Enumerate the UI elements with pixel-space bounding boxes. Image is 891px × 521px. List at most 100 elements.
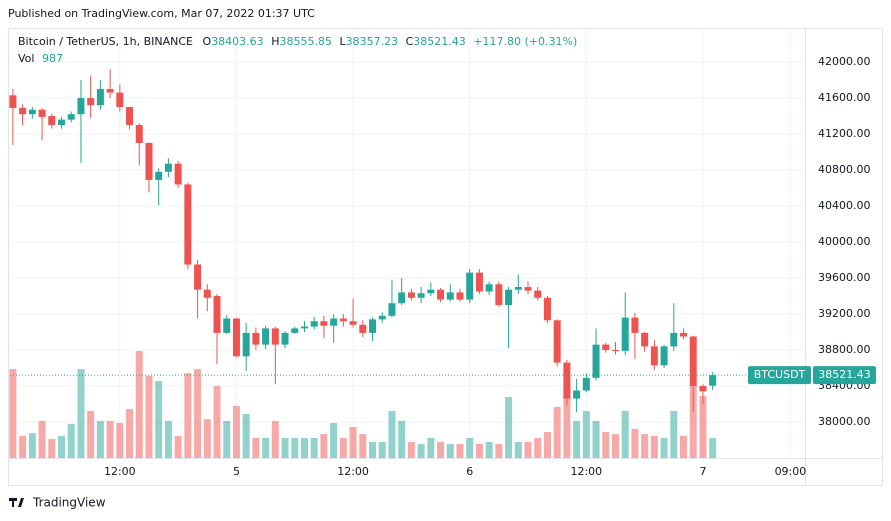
candle-body (437, 289, 445, 300)
volume-bar (388, 410, 396, 458)
volume-bar (184, 373, 192, 458)
volume-bar (417, 444, 425, 458)
volume-bar (407, 441, 415, 458)
y-tick-label: 42000.00 (818, 55, 871, 68)
candle-body (28, 109, 36, 115)
volume-bar (203, 419, 211, 458)
candle-body (106, 89, 114, 93)
candle-body (466, 272, 474, 300)
candle-body (563, 362, 571, 399)
symbol-tag (748, 366, 811, 385)
volume-bar (592, 420, 600, 458)
candle-body (232, 318, 240, 357)
x-tick-label: 12:00 (570, 465, 602, 478)
candle-body (281, 332, 289, 345)
volume-bar (660, 437, 668, 458)
volume-bar (466, 437, 474, 458)
candle-body (621, 317, 629, 351)
volume-bar (398, 420, 406, 458)
y-tick-label: 40800.00 (818, 163, 871, 176)
candle-body (631, 317, 639, 333)
vol-label: Vol (18, 52, 34, 65)
y-tick-label: 38000.00 (818, 415, 871, 428)
candle-body (194, 264, 202, 290)
symbol-tag-text: BTCUSDT (754, 368, 806, 381)
volume-bar (495, 444, 503, 458)
volume-bar (87, 410, 95, 458)
candle-body (203, 289, 211, 298)
candle-body (223, 318, 231, 333)
volume-bar (58, 435, 66, 458)
volume-bar (126, 408, 134, 458)
candle-body (184, 184, 192, 265)
volume-bar (310, 437, 318, 458)
x-tick-label: 12:00 (104, 465, 136, 478)
volume-bar (524, 441, 532, 458)
candle-body (592, 344, 600, 378)
candle-body (242, 332, 250, 357)
candle-body (271, 328, 279, 345)
y-tick-label: 39600.00 (818, 271, 871, 284)
candle-body (77, 98, 85, 115)
volume-bar (48, 438, 56, 458)
candle-body (485, 284, 493, 292)
candle-body (126, 107, 134, 126)
candle-body (475, 272, 483, 292)
x-tick-label: 5 (233, 465, 240, 478)
volume-bar (135, 351, 143, 458)
volume-bar (164, 420, 172, 458)
volume-bar (213, 386, 221, 458)
volume-bar (9, 369, 17, 458)
legend-line: Bitcoin / TetherUS, 1h, BINANCE O38403.6… (18, 35, 577, 48)
candle-body (650, 346, 658, 366)
candle-body (48, 116, 56, 126)
candle-body (446, 292, 454, 300)
candle-body (495, 284, 503, 306)
brand-name: TradingView (32, 496, 106, 510)
candle-body (611, 350, 619, 352)
candle-body (670, 332, 678, 347)
candle-body (524, 287, 532, 291)
l-value: 38357.23 (346, 35, 399, 48)
candle-body (407, 292, 415, 298)
volume-bar (437, 441, 445, 458)
candle-body (310, 321, 318, 327)
candle-body (505, 289, 513, 306)
candle-body (262, 328, 270, 345)
volume-bar (631, 429, 639, 458)
candle-body (514, 287, 522, 290)
l-label: L (339, 35, 346, 48)
candle-body (456, 292, 464, 300)
x-tick-label: 6 (466, 465, 473, 478)
volume-bar (485, 441, 493, 458)
volume-bar (300, 437, 308, 458)
candle-body (320, 321, 328, 326)
c-label: C (406, 35, 414, 48)
candle-body (291, 328, 299, 333)
volume-bar (291, 437, 299, 458)
candle-body (9, 95, 17, 108)
c-value: 38521.43 (413, 35, 466, 48)
candle-body (427, 289, 435, 294)
candle-body (680, 332, 688, 337)
candle-body (96, 89, 104, 106)
candle-body (709, 375, 717, 386)
last-price-text: 38521.43 (818, 368, 871, 381)
candle-body (164, 163, 172, 172)
volume-bar (320, 434, 328, 458)
candle-body (388, 303, 396, 316)
published-note: Published on TradingView.com, Mar 07, 20… (8, 7, 315, 20)
y-tick-label: 40000.00 (818, 235, 871, 248)
y-tick-label: 41600.00 (818, 91, 871, 104)
candle-body (417, 293, 425, 298)
volume-bar (19, 435, 27, 458)
volume-bar (174, 435, 182, 458)
candle-body (339, 318, 347, 322)
volume-bar (611, 434, 619, 458)
volume-bar (699, 395, 707, 458)
candle-body (378, 315, 386, 320)
volume-bar (155, 380, 163, 458)
volume-bar (553, 406, 561, 458)
candle-body (116, 92, 124, 108)
candle-body (19, 107, 27, 115)
